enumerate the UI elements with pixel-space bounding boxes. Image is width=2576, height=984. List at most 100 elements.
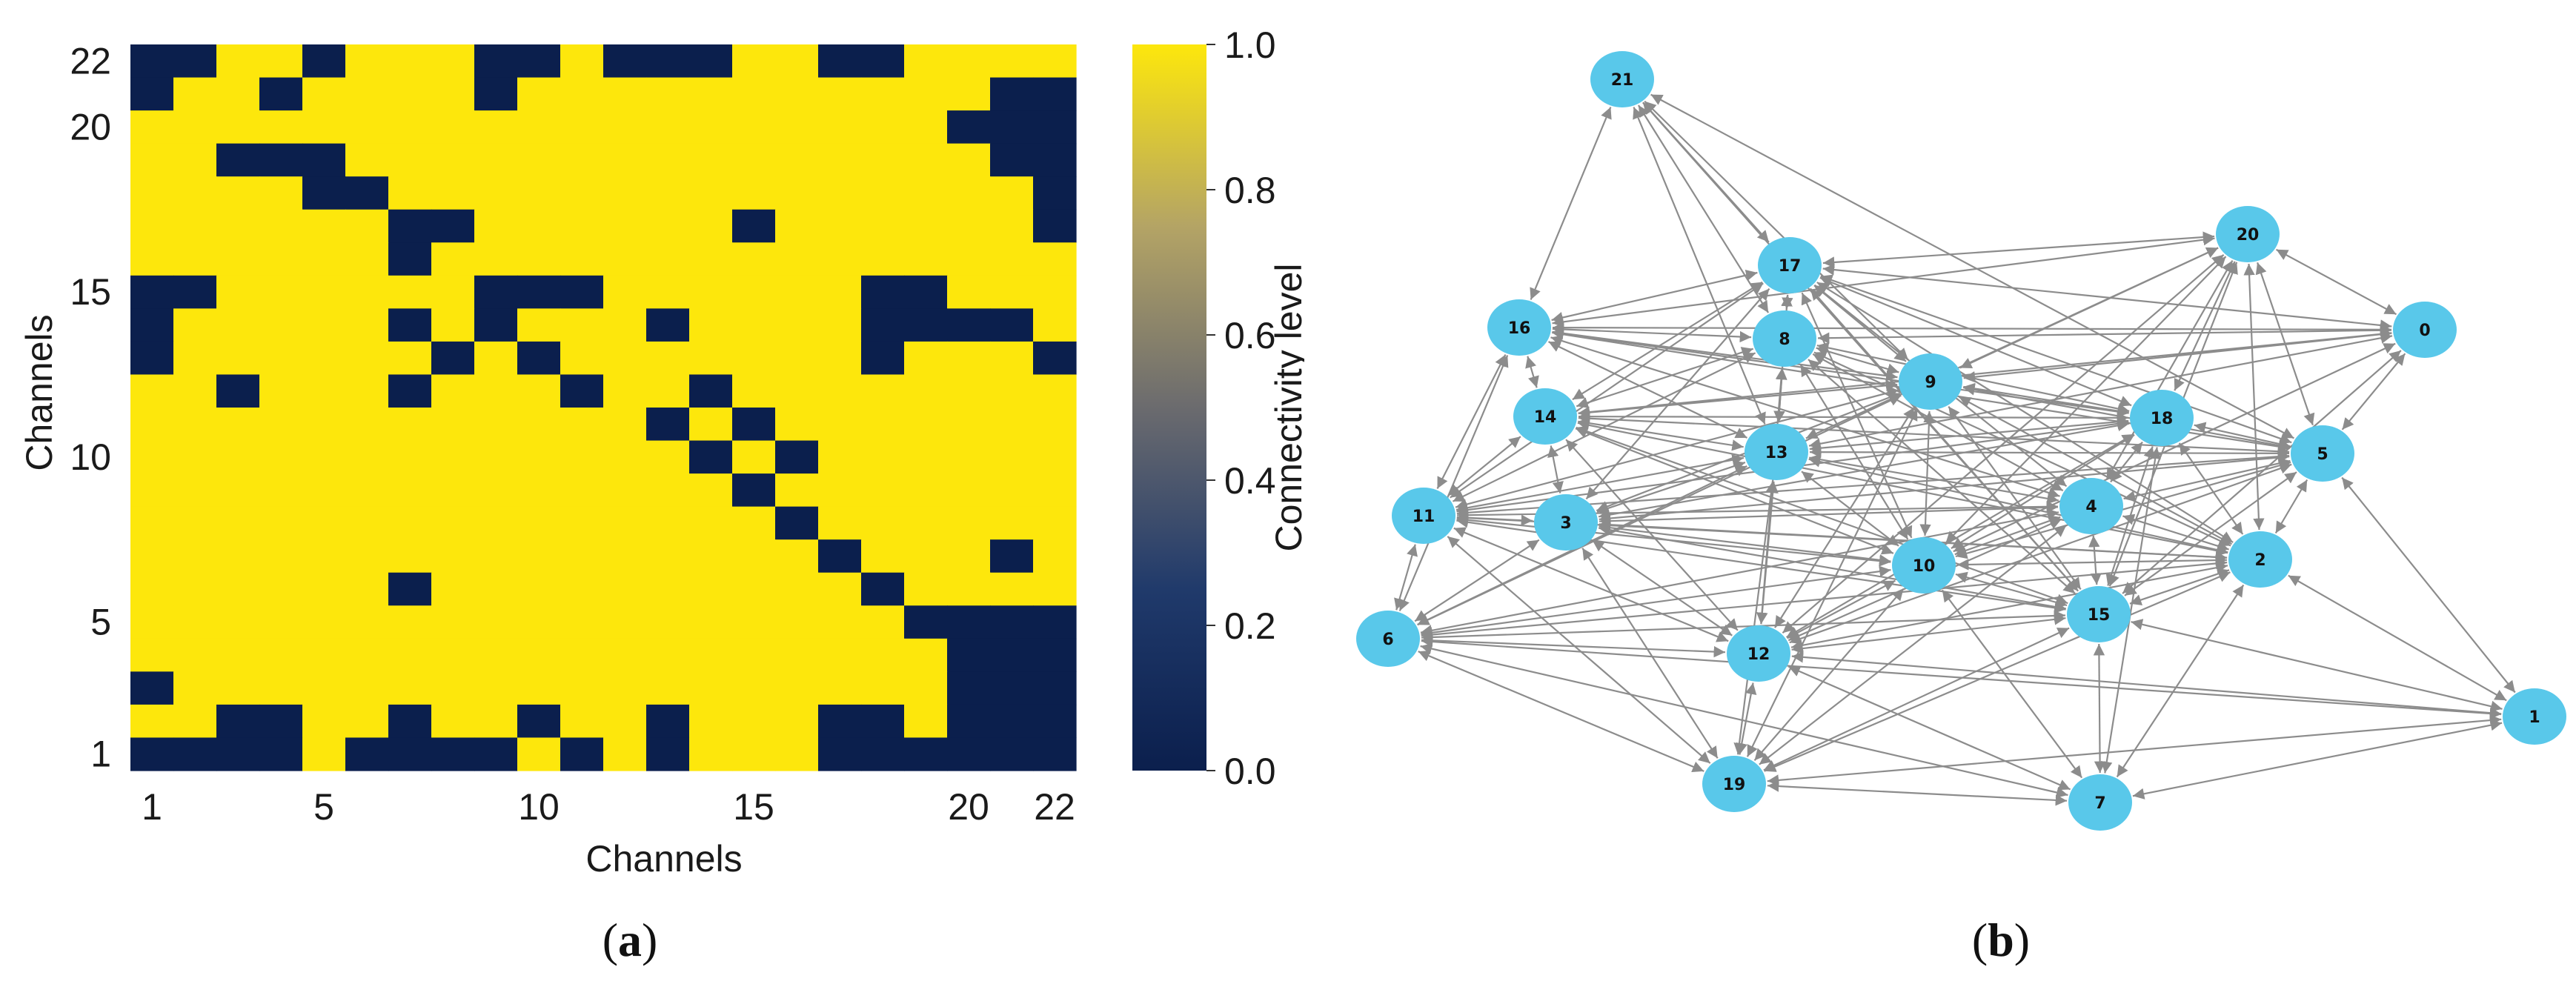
heatmap-cell-r16-c12: [603, 242, 647, 276]
heatmap-cell-r1-c12: [603, 737, 647, 771]
heatmap-cell-r9-c6: [345, 473, 389, 508]
heatmap-cell-r18-c21: [990, 176, 1034, 210]
heatmap-cell-r18-c4: [259, 176, 303, 210]
heatmap-cell-r16-c2: [173, 242, 217, 276]
heatmap-cell-r11-c6: [345, 408, 389, 442]
node-label: 3: [1560, 514, 1571, 533]
heatmap-cell-r13-c15: [732, 341, 776, 376]
heatmap-cell-r7-c20: [947, 539, 991, 574]
heatmap-cell-r2-c3: [216, 704, 260, 739]
x-tick-labels: 1 5 10 15 20 22: [142, 786, 1075, 828]
heatmap-cell-r16-c22: [1033, 242, 1077, 276]
heatmap-cell-r10-c5: [302, 440, 346, 474]
node-circle: [1534, 494, 1598, 551]
heatmap-cell-r17-c19: [904, 209, 948, 243]
heatmap-cell-r6-c5: [302, 572, 346, 606]
heatmap-cell-r3-c19: [904, 671, 948, 705]
heatmap-cell-r11-c12: [603, 408, 647, 442]
heatmap-cell-r6-c3: [216, 572, 260, 606]
heatmap-cell-r6-c13: [646, 572, 690, 606]
heatmap-cell-r8-c5: [302, 506, 346, 540]
network-edges: [1394, 93, 2516, 806]
heatmap-cell-r8-c13: [646, 506, 690, 540]
heatmap-cell-r6-c20: [947, 572, 991, 606]
edge-16-11: [1436, 354, 1507, 489]
y-axis-label: Channels: [19, 314, 60, 471]
node-label: 6: [1382, 631, 1393, 649]
heatmap-cell-r13-c18: [861, 341, 905, 376]
edge-8-18: [1816, 342, 2130, 415]
heatmap-cell-r5-c3: [216, 605, 260, 639]
heatmap-cell-r22-c5: [302, 44, 346, 79]
heatmap-cell-r13-c16: [775, 341, 819, 376]
colorbar-tick-1.0: 1.0: [1224, 24, 1276, 66]
heatmap-cell-r21-c2: [173, 77, 217, 111]
heatmap-cell-r1-c11: [560, 737, 604, 771]
node-2: 2: [2228, 531, 2292, 588]
heatmap-cell-r22-c4: [259, 44, 303, 79]
heatmap-cell-r20-c10: [517, 110, 561, 144]
heatmap-cell-r14-c6: [345, 308, 389, 342]
heatmap-cell-r20-c17: [818, 110, 862, 144]
heatmap-cell-r21-c18: [861, 77, 905, 111]
heatmap-cell-r22-c11: [560, 44, 604, 79]
x-tick-22: 22: [1034, 786, 1075, 828]
heatmap-cell-r9-c11: [560, 473, 604, 508]
heatmap-cell-r18-c5: [302, 176, 346, 210]
node-label: 19: [1723, 776, 1746, 794]
edge-13-11: [1455, 454, 1745, 513]
heatmap-cell-r16-c17: [818, 242, 862, 276]
heatmap-cell-r22-c19: [904, 44, 948, 79]
heatmap-cell-r13-c6: [345, 341, 389, 376]
heatmap-cell-r13-c9: [474, 341, 518, 376]
edge-19-7: [1767, 780, 2068, 806]
heatmap-cell-r1-c8: [431, 737, 475, 771]
heatmap-cell-r8-c2: [173, 506, 217, 540]
heatmap-cell-r3-c9: [474, 671, 518, 705]
heatmap-cell-r16-c3: [216, 242, 260, 276]
heatmap-cell-r14-c15: [732, 308, 776, 342]
edge-5-4: [2123, 457, 2291, 502]
heatmap-cell-r7-c13: [646, 539, 690, 574]
heatmap-cell-r5-c18: [861, 605, 905, 639]
heatmap-cell-r7-c18: [861, 539, 905, 574]
heatmap-cell-r5-c19: [904, 605, 948, 639]
heatmap-cell-r2-c10: [517, 704, 561, 739]
heatmap-cell-r18-c16: [775, 176, 819, 210]
heatmap-cell-r3-c20: [947, 671, 991, 705]
heatmap-cell-r7-c19: [904, 539, 948, 574]
edge-3-12: [1592, 539, 1733, 636]
colorbar-tick-0.0: 0.0: [1224, 751, 1276, 792]
node-label: 17: [1779, 257, 1802, 276]
node-7: 7: [2068, 774, 2132, 831]
heatmap-cell-r2-c8: [431, 704, 475, 739]
heatmap-cell-r18-c17: [818, 176, 862, 210]
heatmap-cell-r1-c6: [345, 737, 389, 771]
heatmap-cell-r12-c8: [431, 374, 475, 408]
heatmap-cell-r5-c2: [173, 605, 217, 639]
heatmap-cell-r10-c22: [1033, 440, 1077, 474]
heatmap-cell-r14-c12: [603, 308, 647, 342]
heatmap-cell-r11-c11: [560, 408, 604, 442]
heatmap-cell-r6-c6: [345, 572, 389, 606]
heatmap-cell-r21-c7: [388, 77, 432, 111]
node-label: 7: [2094, 794, 2105, 813]
node-circle: [1356, 611, 1420, 667]
heatmap-cell-r20-c9: [474, 110, 518, 144]
heatmap-cell-r15-c16: [775, 275, 819, 309]
heatmap-cell-r16-c5: [302, 242, 346, 276]
heatmap-cell-r16-c10: [517, 242, 561, 276]
heatmap-cell-r4-c11: [560, 638, 604, 672]
heatmap-cell-r18-c13: [646, 176, 690, 210]
heatmap-cell-r3-c16: [775, 671, 819, 705]
heatmap-cell-r5-c4: [259, 605, 303, 639]
edge-3-6: [1414, 539, 1540, 622]
node-label: 0: [2419, 322, 2430, 340]
heatmap-cell-r11-c9: [474, 408, 518, 442]
heatmap-cell-r8-c6: [345, 506, 389, 540]
heatmap-cell-r14-c14: [689, 308, 733, 342]
heatmap-cell-r8-c9: [474, 506, 518, 540]
edge-9-10: [1919, 410, 1935, 536]
heatmap-cell-r6-c12: [603, 572, 647, 606]
heatmap-cell-r3-c7: [388, 671, 432, 705]
